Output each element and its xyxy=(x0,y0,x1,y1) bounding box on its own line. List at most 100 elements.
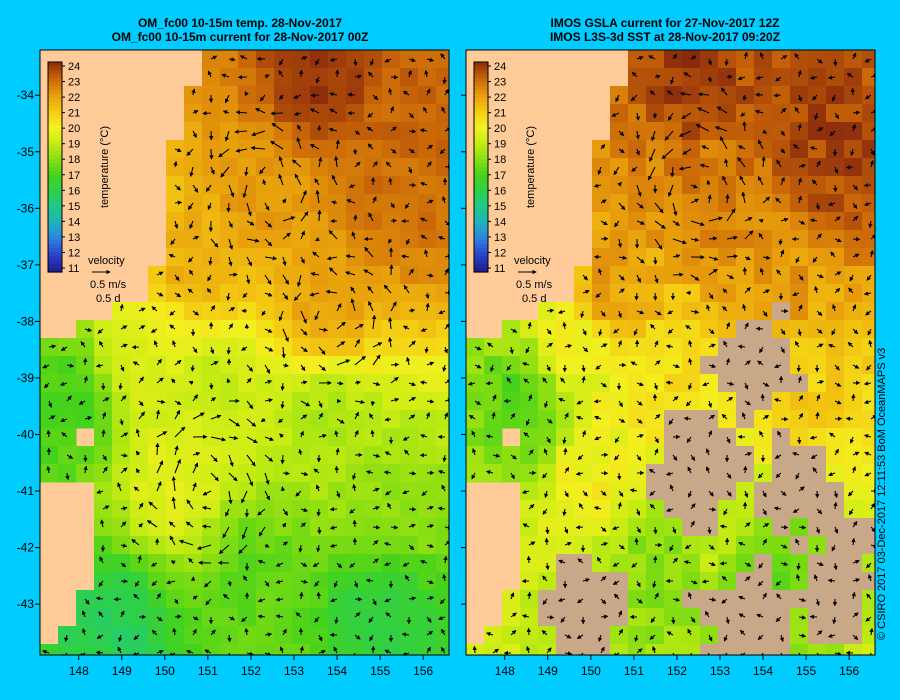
velocity-arrow xyxy=(192,616,199,621)
temp-cell xyxy=(310,122,329,141)
velocity-arrow xyxy=(99,340,104,348)
temp-cell xyxy=(592,500,611,519)
x-tick-label: 149 xyxy=(538,664,558,678)
velocity-arrow xyxy=(369,634,374,642)
temp-cell xyxy=(292,176,311,195)
right-panel-title: IMOS GSLA current for 27-Nov-2017 12Z IM… xyxy=(465,16,865,44)
colorbar-tick-label: 11 xyxy=(494,263,505,275)
temp-cell xyxy=(790,104,809,123)
temp-cell xyxy=(772,590,791,609)
velocity-arrow xyxy=(354,411,359,420)
temp-cell xyxy=(418,68,437,87)
temp-cell xyxy=(364,140,383,159)
temp-cell xyxy=(772,500,791,519)
temp-cell xyxy=(148,356,167,375)
temp-cell xyxy=(238,626,257,645)
velocity-arrow xyxy=(192,394,199,402)
temp-cell xyxy=(328,104,347,123)
colorbar-swatch xyxy=(48,62,62,67)
velocity-arrow xyxy=(119,303,124,312)
velocity-arrow xyxy=(406,238,411,246)
temp-cell xyxy=(700,572,719,591)
temp-cell xyxy=(808,212,827,231)
colorbar-tick-label: 21 xyxy=(494,108,506,120)
colorbar-swatch xyxy=(474,179,488,184)
temp-cell xyxy=(682,68,701,87)
temp-cell xyxy=(610,590,629,609)
velocity-arrow xyxy=(264,543,270,548)
colorbar-swatch xyxy=(48,122,62,128)
temp-cell xyxy=(772,176,791,195)
temp-cell xyxy=(274,626,293,645)
velocity-arrow xyxy=(246,364,254,372)
temp-cell xyxy=(166,464,185,483)
velocity-arrow xyxy=(833,184,838,193)
velocity-arrow xyxy=(282,628,287,636)
velocity-arrow xyxy=(390,301,397,312)
colorbar-label: temperature (°C) xyxy=(525,126,537,208)
velocity-arrow xyxy=(444,127,449,132)
temp-cell xyxy=(202,500,221,519)
temp-cell xyxy=(274,428,293,447)
temp-cell xyxy=(736,176,755,195)
velocity-arrow xyxy=(780,525,789,530)
velocity-arrow xyxy=(207,274,212,282)
temp-cell xyxy=(238,50,257,69)
velocity-arrow xyxy=(300,414,308,420)
temp-cell xyxy=(184,536,203,555)
velocity-arrow xyxy=(329,543,338,548)
temp-cell xyxy=(76,356,95,375)
temp-cell xyxy=(754,356,773,375)
temp-cell xyxy=(238,302,257,321)
temp-cell xyxy=(328,140,347,159)
velocity-arrow xyxy=(426,361,435,366)
temp-cell xyxy=(592,410,611,429)
temp-cell xyxy=(346,284,365,303)
velocity-arrow xyxy=(120,467,128,474)
velocity-arrow xyxy=(203,580,212,588)
velocity-arrow xyxy=(241,616,248,623)
velocity-arrow xyxy=(281,522,287,528)
velocity-arrow xyxy=(156,616,163,622)
velocity-arrow xyxy=(330,597,338,603)
velocity-arrow xyxy=(390,362,400,367)
velocity-arrow xyxy=(228,652,231,655)
temp-cell xyxy=(682,284,701,303)
colorbar-swatch xyxy=(48,154,62,160)
temp-cell xyxy=(436,518,449,537)
temp-cell xyxy=(736,302,755,321)
temp-cell xyxy=(700,302,719,321)
velocity-arrow xyxy=(246,202,252,217)
temp-cell xyxy=(502,410,521,429)
velocity-arrow xyxy=(218,148,230,158)
velocity-arrow xyxy=(137,555,142,564)
velocity-arrow xyxy=(371,314,377,330)
velocity-arrow xyxy=(441,195,447,204)
velocity-arrow xyxy=(280,382,285,391)
velocity-arrow xyxy=(420,559,428,565)
temp-cell xyxy=(718,158,737,177)
temp-cell xyxy=(148,302,167,321)
temp-cell xyxy=(574,500,593,519)
temp-cell xyxy=(346,518,365,537)
temp-cell xyxy=(862,284,875,303)
velocity-arrow xyxy=(235,110,248,115)
temp-cell xyxy=(736,410,755,429)
temp-cell xyxy=(364,230,383,249)
velocity-arrow xyxy=(349,562,356,568)
velocity-arrow xyxy=(189,220,194,230)
temp-cell xyxy=(718,338,737,357)
velocity-arrow xyxy=(235,148,248,153)
temp-cell xyxy=(826,428,845,447)
temp-cell xyxy=(382,302,401,321)
temp-cell xyxy=(166,644,185,655)
temp-cell xyxy=(346,554,365,573)
velocity-arrow xyxy=(279,433,284,438)
temp-cell xyxy=(646,590,665,609)
temp-cell xyxy=(202,68,221,87)
velocity-arrow xyxy=(354,399,365,405)
velocity-arrow xyxy=(318,327,328,332)
velocity-arrow xyxy=(186,148,194,157)
temp-cell xyxy=(520,428,539,447)
temp-cell xyxy=(808,446,827,465)
